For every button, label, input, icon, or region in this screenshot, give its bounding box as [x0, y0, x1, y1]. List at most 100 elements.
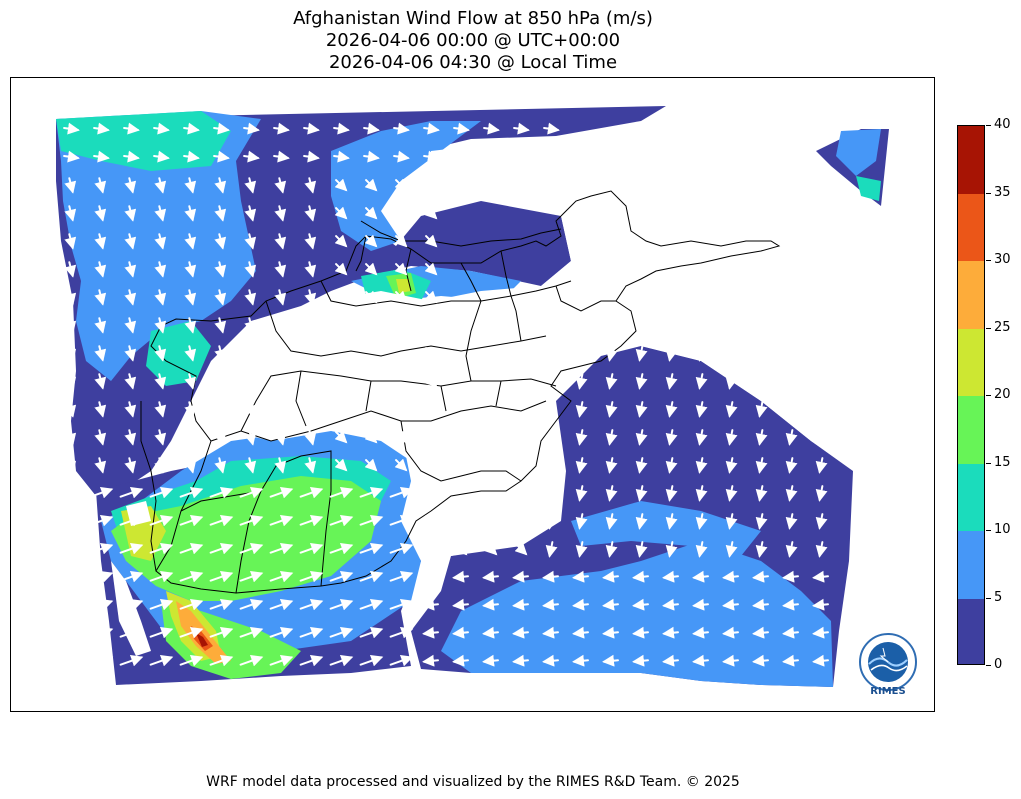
wind-arrow [329, 627, 354, 639]
wind-arrow [63, 122, 80, 135]
wind-arrow [214, 289, 227, 306]
wind-arrow [572, 598, 589, 611]
wind-arrow [662, 598, 679, 611]
wind-arrow [269, 487, 294, 499]
wind-arrow [482, 654, 499, 667]
wind-arrow [514, 514, 528, 528]
wind-arrow [179, 515, 204, 527]
boundaries [140, 190, 781, 594]
wind-arrow [512, 626, 529, 639]
wind-arrow [94, 317, 107, 334]
wind-arrow [154, 205, 167, 222]
wind-arrow [572, 626, 589, 639]
wind-arrow [424, 542, 438, 556]
wind-arrow [119, 599, 144, 611]
colorbar-segment [958, 261, 984, 329]
wind-arrow [59, 571, 84, 583]
colorbar-tick-label: 0 [994, 657, 1003, 672]
province-line [180, 490, 262, 512]
map-title: Afghanistan Wind Flow at 850 hPa (m/s) [293, 8, 653, 29]
wind-arrow [695, 429, 708, 446]
wind-arrow [755, 457, 768, 474]
wind-arrow [94, 457, 107, 474]
wind-arrow [154, 233, 167, 250]
wind-arrow [632, 626, 649, 639]
colorbar-segment [958, 531, 984, 599]
wind-arrow [239, 571, 264, 583]
wind-arrow [209, 571, 234, 583]
wind-arrow [785, 401, 798, 418]
wind-arrow [59, 543, 84, 555]
wind-arrow [364, 234, 378, 248]
wind-arrow [572, 654, 589, 667]
wind-arrow [304, 261, 317, 278]
wind-arrow [695, 485, 708, 502]
wind-arrow [119, 627, 144, 639]
wind-arrow [722, 654, 739, 667]
wind-arrow [812, 654, 829, 667]
wind-arrow [243, 150, 260, 163]
wind-arrow [394, 206, 408, 220]
wind-arrow [453, 122, 470, 135]
wind-arrow [755, 429, 768, 446]
colorbar-tick-label: 10 [994, 522, 1011, 537]
wind-arrow [329, 599, 354, 611]
wind-arrow [572, 570, 589, 583]
wind-arrow [725, 373, 738, 390]
colorbar-tick [986, 530, 991, 531]
wind-arrow [393, 150, 410, 163]
wind-arrow [665, 345, 678, 362]
wind-arrow [635, 513, 648, 530]
wind-arrow [274, 205, 287, 222]
wind-arrow [214, 429, 227, 446]
colorbar-tick-label: 35 [994, 184, 1011, 200]
wind-arrow [214, 261, 227, 278]
wind-arrow [542, 570, 559, 583]
wind-arrow [124, 373, 137, 390]
wind-arrow [269, 571, 294, 583]
wind-arrow [605, 541, 618, 558]
wind-arrow [725, 485, 738, 502]
wind-arrow [304, 205, 317, 222]
wind-arrow [665, 541, 678, 558]
wind-arrow [665, 401, 678, 418]
province-line [320, 280, 572, 307]
wind-arrow [575, 429, 588, 446]
wind-arrow [662, 654, 679, 667]
wind-arrow [154, 429, 167, 446]
wind-arrow [394, 178, 408, 192]
wind-arrow [209, 515, 234, 527]
wind-arrow [695, 401, 708, 418]
wind-arrow [179, 487, 204, 499]
wind-arrow [662, 570, 679, 583]
wind-arrow [602, 598, 619, 611]
wind-arrow [424, 206, 438, 220]
wind-arrow [94, 177, 107, 194]
wind-arrow [389, 543, 414, 555]
wind-arrow [422, 626, 439, 639]
wind-arrow [815, 373, 828, 390]
wind-arrow [214, 345, 227, 362]
wind-arrow [815, 429, 828, 446]
wind-arrow [725, 457, 738, 474]
wind-arrow [424, 430, 438, 444]
wind-arrow [64, 289, 77, 306]
province-line [465, 285, 616, 382]
wind-arrow [424, 262, 438, 276]
wind-arrow [269, 515, 294, 527]
wind-arrow [389, 655, 414, 667]
wind-arrow [123, 150, 140, 163]
wind-arrow [94, 205, 107, 222]
wind-arrow [722, 598, 739, 611]
wind-arrow [423, 122, 440, 135]
wind-arrow [214, 177, 227, 194]
wind-map [56, 106, 889, 687]
wind-arrow [119, 655, 144, 667]
wind-arrow [695, 373, 708, 390]
wind-arrow [273, 122, 290, 135]
wind-arrow [64, 233, 77, 250]
wind-arrow [785, 373, 798, 390]
wind-arrow [785, 345, 798, 362]
wind-arrow [725, 429, 738, 446]
wind-arrow [575, 373, 588, 390]
